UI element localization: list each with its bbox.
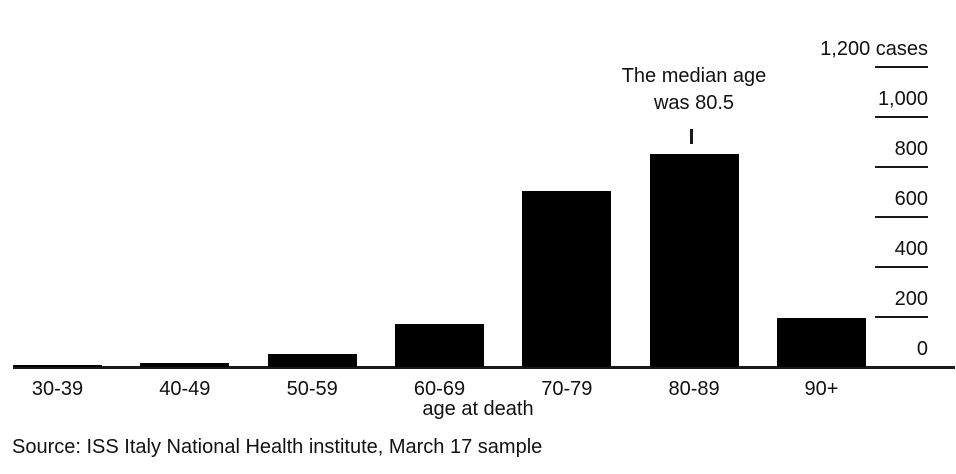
y-tick-line [875,116,928,118]
y-tick-label: 200 [894,288,928,310]
x-tick-label: 50-59 [286,378,338,400]
bar-70-79 [522,190,612,368]
x-tick-label: 80-89 [668,378,720,400]
y-tick-label: 800 [894,138,928,160]
median-annotation-line1: The median age [621,65,767,87]
y-tick-line [875,166,928,168]
y-tick-label: 600 [894,188,928,210]
x-axis-title: age at death [422,398,534,420]
y-tick-line [875,316,928,318]
median-marker-tick [690,129,693,144]
x-axis-line [13,366,955,369]
x-tick-label: 40-49 [159,378,211,400]
y-tick-label: 400 [894,238,928,260]
y-tick-label: 1,200 cases [820,38,928,60]
x-tick-label: 60-69 [413,378,466,400]
y-tick-line [875,66,928,68]
source-note: Source: ISS Italy National Health instit… [12,436,543,458]
y-tick-line [875,216,928,218]
bar-50-59 [267,354,357,367]
x-tick-label: 30-39 [31,378,84,400]
y-tick-label: 0 [916,338,928,360]
bar-30-39 [13,364,102,367]
bar-80-89 [649,154,739,367]
bar-90plus [777,318,866,367]
y-tick-label: 1,000 [877,88,928,110]
bar-40-49 [140,362,230,367]
x-tick-label: 90+ [804,378,839,400]
median-annotation: The median age was 80.5 [544,63,844,117]
median-annotation-line2: was 80.5 [653,92,735,114]
y-tick-line [875,266,928,268]
bar-60-69 [395,323,484,368]
x-tick-label: 70-79 [541,378,593,400]
